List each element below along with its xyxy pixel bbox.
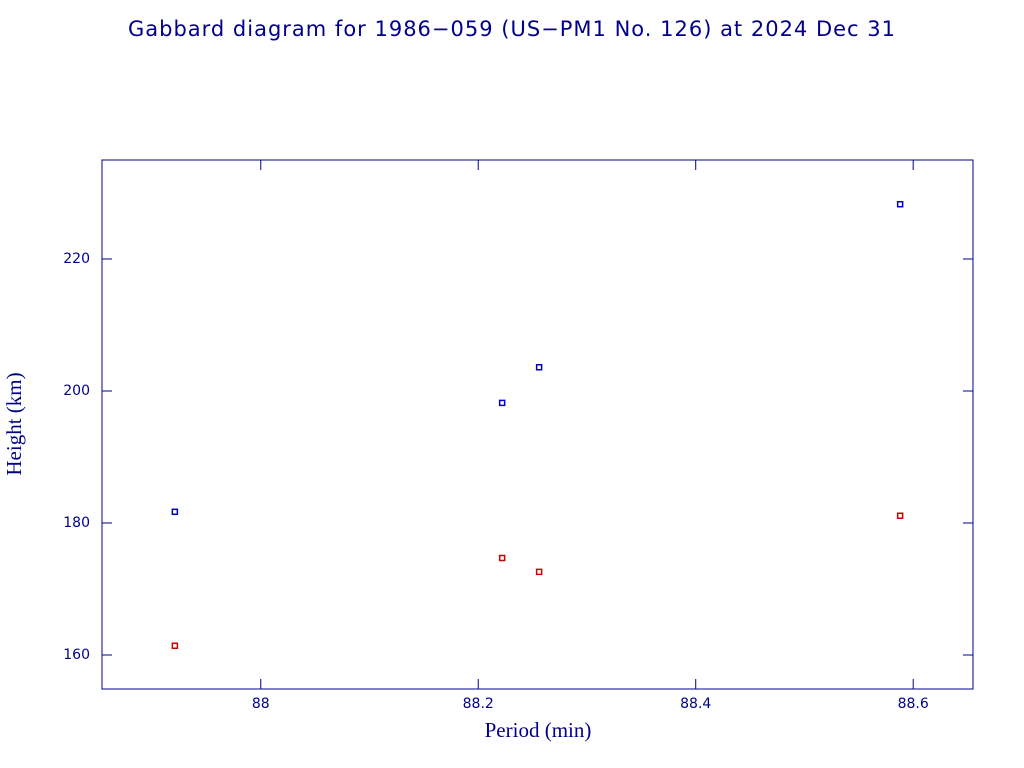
x-tick-label: 88.4 <box>680 696 711 712</box>
x-tick-label: 88.6 <box>898 696 929 712</box>
point <box>171 508 179 516</box>
point <box>896 512 904 519</box>
point <box>535 363 543 371</box>
x-tick-label: 88.2 <box>463 696 494 712</box>
point <box>171 642 179 650</box>
chart-title: Gabbard diagram for 1986−059 (US−PM1 No.… <box>128 17 896 41</box>
y-axis-label: Height (km) <box>2 372 26 475</box>
y-tick-label: 180 <box>63 515 90 531</box>
point <box>896 200 904 208</box>
x-tick-label: 88 <box>252 696 270 712</box>
plot-frame <box>101 159 974 690</box>
y-tick-label: 160 <box>63 647 90 663</box>
y-tick-label: 220 <box>63 251 90 267</box>
point <box>498 554 506 562</box>
point <box>535 568 543 576</box>
x-axis-label: Period (min) <box>485 718 592 742</box>
point <box>498 399 506 407</box>
y-tick-label: 200 <box>63 383 90 399</box>
